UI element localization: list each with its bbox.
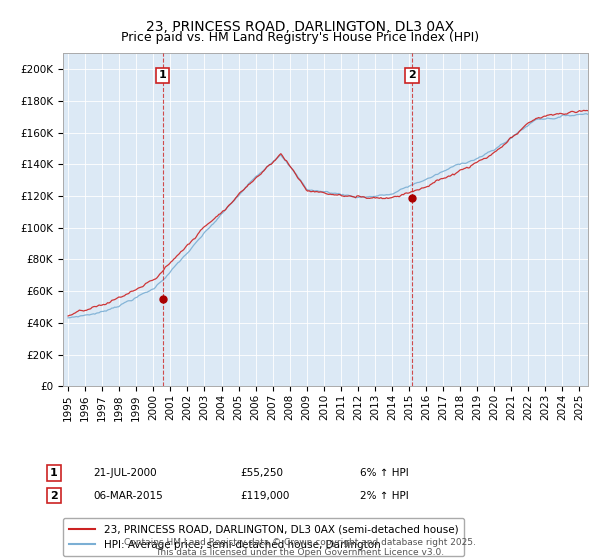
Text: Price paid vs. HM Land Registry's House Price Index (HPI): Price paid vs. HM Land Registry's House … [121,31,479,44]
Text: 1: 1 [50,468,58,478]
Legend: 23, PRINCESS ROAD, DARLINGTON, DL3 0AX (semi-detached house), HPI: Average price: 23, PRINCESS ROAD, DARLINGTON, DL3 0AX (… [63,518,464,556]
Text: £119,000: £119,000 [240,491,289,501]
Text: 23, PRINCESS ROAD, DARLINGTON, DL3 0AX: 23, PRINCESS ROAD, DARLINGTON, DL3 0AX [146,20,454,34]
Text: 2: 2 [50,491,58,501]
Text: Contains HM Land Registry data © Crown copyright and database right 2025.
This d: Contains HM Land Registry data © Crown c… [124,538,476,557]
Text: 21-JUL-2000: 21-JUL-2000 [93,468,157,478]
Text: £55,250: £55,250 [240,468,283,478]
Text: 1: 1 [159,71,167,81]
Text: 06-MAR-2015: 06-MAR-2015 [93,491,163,501]
Text: 6% ↑ HPI: 6% ↑ HPI [360,468,409,478]
Text: 2% ↑ HPI: 2% ↑ HPI [360,491,409,501]
Text: 2: 2 [408,71,416,81]
